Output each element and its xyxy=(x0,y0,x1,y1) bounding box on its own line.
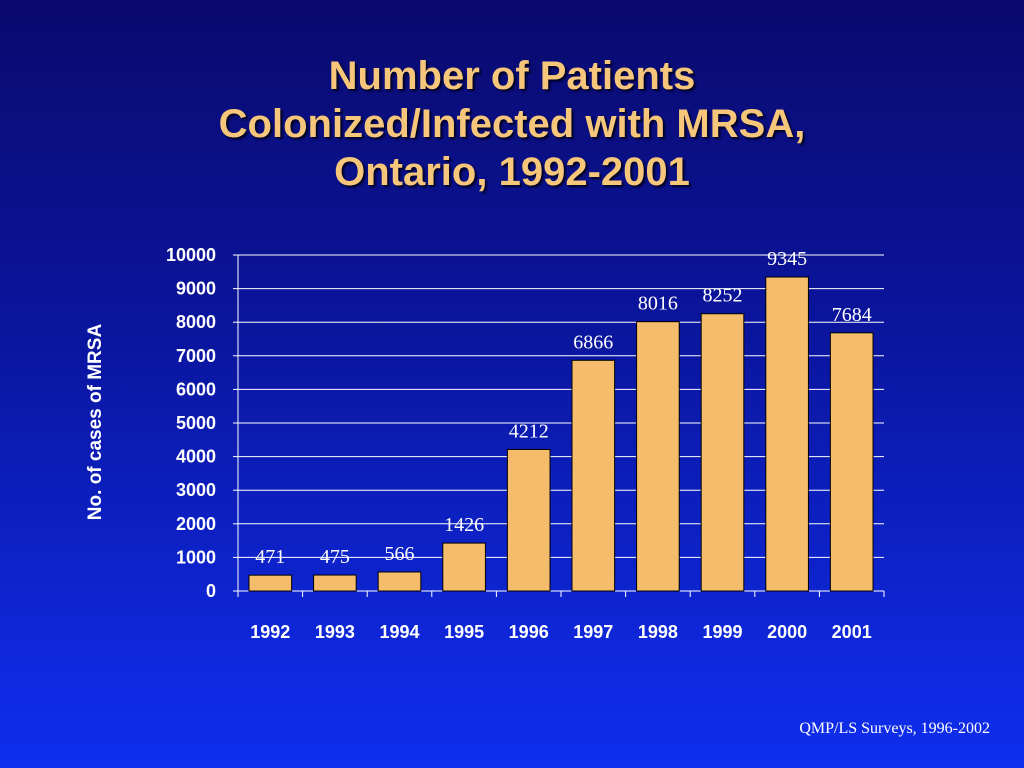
y-tick-label: 1000 xyxy=(176,547,216,567)
data-label-1997: 6866 xyxy=(573,331,613,353)
data-label-2001: 7684 xyxy=(832,304,872,326)
y-tick-label: 3000 xyxy=(176,480,216,500)
chart-title: Number of Patients Colonized/Infected wi… xyxy=(0,52,1024,196)
data-label-1993: 475 xyxy=(320,546,350,568)
x-tick-label: 1993 xyxy=(315,622,355,642)
y-tick-label: 4000 xyxy=(176,447,216,467)
x-tick-label: 1994 xyxy=(379,622,419,642)
y-tick-label: 6000 xyxy=(176,379,216,399)
y-tick-label: 10000 xyxy=(166,245,216,265)
bar-1996 xyxy=(506,448,551,592)
data-label-1992: 471 xyxy=(255,546,285,568)
y-tick-label: 0 xyxy=(206,581,216,601)
x-tick-label: 1998 xyxy=(638,622,678,642)
y-tick-label: 8000 xyxy=(176,312,216,332)
data-label-1996: 4212 xyxy=(509,420,549,442)
bar-2000 xyxy=(765,276,809,592)
x-tick-label: 2000 xyxy=(767,622,807,642)
y-tick-label: 2000 xyxy=(176,514,216,534)
data-label-1994: 566 xyxy=(385,543,415,565)
bar-1995 xyxy=(442,542,486,592)
bar-1994 xyxy=(377,571,422,592)
x-tick-label: 1995 xyxy=(444,622,484,642)
x-tick-label: 1999 xyxy=(702,622,742,642)
y-tick-label: 7000 xyxy=(176,346,216,366)
title-line-1: Number of Patients xyxy=(328,54,696,98)
bar-1999 xyxy=(700,313,745,592)
bar-1992 xyxy=(248,574,293,592)
bar-1998 xyxy=(636,321,680,592)
data-label-2000: 9345 xyxy=(767,248,807,270)
x-tick-label: 1996 xyxy=(509,622,549,642)
bar-1997 xyxy=(571,359,616,592)
source-note: QMP/LS Surveys, 1996-2002 xyxy=(799,720,990,737)
data-label-1995: 1426 xyxy=(444,514,484,536)
data-label-1999: 8252 xyxy=(703,285,743,307)
bar-2001 xyxy=(829,332,874,592)
title-line-2: Colonized/Infected with MRSA, xyxy=(218,102,806,146)
title-line-3: Ontario, 1992-2001 xyxy=(334,150,690,194)
x-tick-label: 1992 xyxy=(250,622,290,642)
y-tick-label: 5000 xyxy=(176,413,216,433)
x-tick-label: 2001 xyxy=(832,622,872,642)
bar-1993 xyxy=(313,574,357,592)
x-tick-label: 1997 xyxy=(573,622,613,642)
data-label-1998: 8016 xyxy=(638,293,678,315)
y-tick-label: 9000 xyxy=(176,279,216,299)
